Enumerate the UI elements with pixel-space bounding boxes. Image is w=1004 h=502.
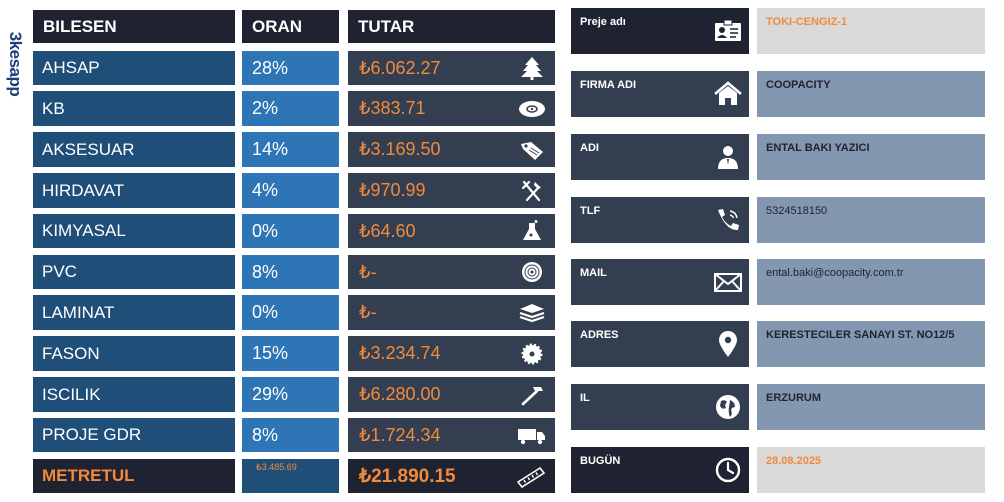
label-text: ADI — [580, 142, 599, 154]
value-company-name: COOPACITY — [757, 71, 985, 117]
row-ratio-kimyasal: 0% — [242, 214, 339, 248]
row-amount-ahsap: ₺6.062.27 — [348, 51, 555, 85]
home-icon — [714, 81, 742, 105]
amount-text: ₺6.280.00 — [359, 384, 441, 404]
label-company-name: FIRMA ADI — [571, 71, 749, 117]
person-icon — [718, 146, 738, 169]
value-project-name: TOKI-CENGIZ-1 — [757, 8, 985, 54]
roll-icon — [522, 262, 542, 282]
value-address: KERESTECILER SANAYI ST. NO12/5 — [757, 321, 985, 367]
row-amount-hirdavat: ₺970.99 — [348, 173, 555, 208]
row-name-aksesuar: AKSESUAR — [33, 132, 235, 167]
clock-icon — [715, 457, 741, 483]
kesapp-logo: 3kesapp — [2, 8, 28, 120]
row-amount-laminat: ₺- — [348, 295, 555, 330]
label-city: IL — [571, 384, 749, 430]
label-text: MAIL — [580, 267, 607, 279]
phone-icon — [718, 209, 739, 231]
amount-text: ₺970.99 — [359, 180, 426, 200]
row-ratio-kb: 2% — [242, 91, 339, 126]
label-text: TLF — [580, 205, 601, 217]
row-ratio-pvc: 8% — [242, 255, 339, 289]
row-name-kb: KB — [33, 91, 235, 126]
globe-icon — [716, 395, 740, 419]
row-name-ahsap: AHSAP — [33, 51, 235, 85]
row-name-pvc: PVC — [33, 255, 235, 289]
amount-text: ₺- — [359, 261, 377, 282]
value-city: ERZURUM — [757, 384, 985, 430]
row-ratio-laminat: 0% — [242, 295, 339, 330]
row-ratio-hirdavat: 4% — [242, 173, 339, 208]
label-name: ADI — [571, 134, 749, 180]
total-name: METRETUL — [33, 459, 235, 493]
saw-blade-icon — [521, 343, 543, 364]
label-text: FIRMA ADI — [580, 79, 637, 91]
hammer-icon — [521, 386, 543, 405]
label-text: Preje adı — [580, 16, 626, 28]
row-ratio-ahsap: 28% — [242, 51, 339, 85]
row-name-hirdavat: HIRDAVAT — [33, 173, 235, 208]
amount-text: ₺1.724.34 — [359, 424, 441, 445]
header-amount: TUTAR — [348, 10, 555, 43]
row-amount-iscilik: ₺6.280.00 — [348, 377, 555, 412]
tag-icon — [521, 141, 543, 160]
label-text: IL — [580, 392, 590, 404]
layers-icon — [519, 303, 545, 322]
amount-text: ₺64.60 — [359, 220, 416, 241]
row-amount-kb: ₺383.71 — [348, 91, 555, 126]
total-amount: ₺21.890.15 — [348, 459, 555, 493]
header-component: BILESEN — [33, 10, 235, 43]
row-amount-pvc: ₺- — [348, 255, 555, 289]
logo-text: 3kesapp — [6, 31, 25, 97]
location-pin-icon — [719, 331, 737, 357]
label-text: BUGÜN — [580, 455, 621, 467]
label-project-name: Preje adı — [571, 8, 749, 54]
amount-text: ₺21.890.15 — [359, 465, 456, 487]
tree-icon — [521, 57, 543, 80]
value-today: 28.08.2025 — [757, 447, 985, 493]
label-mail: MAIL — [571, 259, 749, 305]
row-ratio-proje-gdr: 8% — [242, 418, 339, 452]
header-ratio: ORAN — [242, 10, 339, 43]
ruler-icon — [516, 466, 546, 488]
flask-icon — [523, 220, 541, 240]
row-ratio-fason: 15% — [242, 336, 339, 371]
value-phone: 5324518150 — [757, 197, 985, 243]
row-name-laminat: LAMINAT — [33, 295, 235, 330]
row-name-fason: FASON — [33, 336, 235, 371]
mail-icon — [714, 273, 742, 292]
label-address: ADRES — [571, 321, 749, 367]
row-amount-aksesuar: ₺3.169.50 — [348, 132, 555, 167]
disc-icon — [519, 100, 545, 117]
truck-icon — [518, 429, 545, 445]
amount-text: ₺- — [359, 302, 377, 322]
label-phone: TLF — [571, 197, 749, 243]
row-amount-kimyasal: ₺64.60 — [348, 214, 555, 248]
id-card-icon — [715, 19, 741, 41]
row-amount-proje-gdr: ₺1.724.34 — [348, 418, 555, 452]
total-ratio: ₺3.485.69 — [242, 459, 339, 493]
row-name-iscilik: ISCILIK — [33, 377, 235, 412]
amount-text: ₺3.234.74 — [359, 343, 441, 363]
label-today: BUGÜN — [571, 447, 749, 493]
label-text: ADRES — [580, 329, 619, 341]
tools-icon — [521, 180, 541, 201]
value-name: ENTAL BAKI YAZICI — [757, 134, 985, 180]
amount-text: ₺6.062.27 — [359, 57, 441, 78]
row-name-proje-gdr: PROJE GDR — [33, 418, 235, 452]
value-mail: ental.baki@coopacity.com.tr — [757, 259, 985, 305]
row-ratio-iscilik: 29% — [242, 377, 339, 412]
row-ratio-aksesuar: 14% — [242, 132, 339, 167]
amount-text: ₺383.71 — [359, 98, 426, 118]
row-amount-fason: ₺3.234.74 — [348, 336, 555, 371]
row-name-kimyasal: KIMYASAL — [33, 214, 235, 248]
amount-text: ₺3.169.50 — [359, 139, 441, 159]
